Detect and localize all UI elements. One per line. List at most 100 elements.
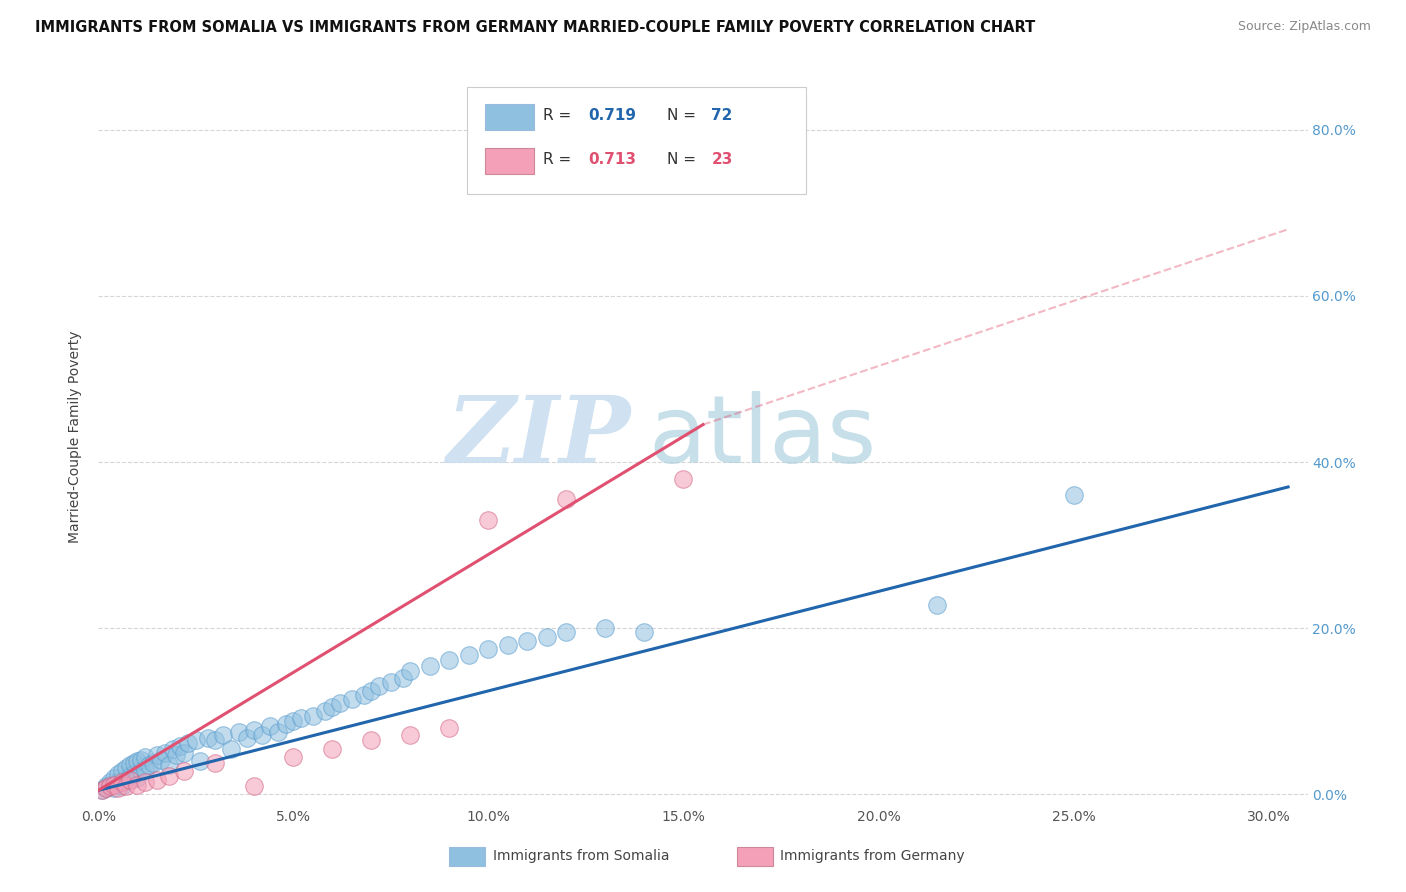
Point bbox=[368, 680, 391, 694]
Point bbox=[107, 775, 129, 789]
Point bbox=[98, 779, 121, 793]
Point bbox=[595, 621, 617, 635]
Point bbox=[252, 728, 274, 742]
Point bbox=[197, 731, 219, 745]
Bar bbox=[485, 148, 534, 175]
Point bbox=[98, 778, 121, 792]
Point bbox=[134, 775, 156, 789]
Point bbox=[103, 778, 125, 792]
Point bbox=[131, 753, 153, 767]
Point bbox=[107, 766, 129, 780]
Point bbox=[516, 633, 538, 648]
Point bbox=[162, 741, 184, 756]
Point bbox=[536, 630, 558, 644]
Point bbox=[96, 780, 118, 795]
Text: Immigrants from Somalia: Immigrants from Somalia bbox=[492, 849, 669, 863]
Point bbox=[103, 780, 125, 795]
Point bbox=[458, 648, 481, 662]
Point bbox=[204, 733, 226, 747]
Point bbox=[127, 754, 149, 768]
Text: 23: 23 bbox=[711, 153, 733, 168]
Point bbox=[131, 764, 153, 779]
Point bbox=[555, 625, 578, 640]
Point bbox=[321, 700, 343, 714]
Point bbox=[439, 653, 461, 667]
Point bbox=[114, 779, 136, 793]
Point bbox=[283, 714, 305, 729]
Text: IMMIGRANTS FROM SOMALIA VS IMMIGRANTS FROM GERMANY MARRIED-COUPLE FAMILY POVERTY: IMMIGRANTS FROM SOMALIA VS IMMIGRANTS FR… bbox=[35, 20, 1035, 35]
Point bbox=[138, 758, 160, 772]
Point bbox=[228, 725, 250, 739]
Text: Immigrants from Germany: Immigrants from Germany bbox=[780, 849, 965, 863]
Point bbox=[127, 778, 149, 792]
Point bbox=[184, 733, 207, 747]
Point bbox=[360, 683, 382, 698]
Point bbox=[122, 756, 145, 770]
Bar bbox=[449, 847, 485, 866]
Point bbox=[165, 747, 187, 762]
Point bbox=[107, 780, 129, 795]
Point bbox=[157, 758, 180, 772]
Bar bbox=[737, 847, 773, 866]
Point bbox=[321, 741, 343, 756]
Point bbox=[177, 736, 200, 750]
Point bbox=[477, 642, 499, 657]
Point bbox=[96, 779, 118, 793]
Text: N =: N = bbox=[666, 153, 700, 168]
Point bbox=[302, 708, 325, 723]
Point bbox=[1063, 488, 1085, 502]
Text: 0.719: 0.719 bbox=[588, 108, 636, 123]
Point bbox=[114, 772, 136, 787]
Point bbox=[134, 763, 156, 777]
Point bbox=[477, 513, 499, 527]
Text: N =: N = bbox=[666, 108, 700, 123]
Point bbox=[399, 728, 422, 742]
Point bbox=[204, 756, 226, 770]
FancyBboxPatch shape bbox=[467, 87, 806, 194]
Point bbox=[91, 783, 114, 797]
Point bbox=[399, 665, 422, 679]
Point bbox=[283, 750, 305, 764]
Text: R =: R = bbox=[543, 108, 576, 123]
Bar bbox=[485, 103, 534, 130]
Point bbox=[274, 716, 297, 731]
Point bbox=[169, 739, 191, 754]
Point bbox=[243, 723, 266, 737]
Point bbox=[142, 756, 165, 770]
Point bbox=[290, 711, 312, 725]
Point bbox=[314, 705, 336, 719]
Text: atlas: atlas bbox=[648, 391, 877, 483]
Text: R =: R = bbox=[543, 153, 576, 168]
Point bbox=[235, 731, 257, 745]
Point bbox=[925, 598, 948, 612]
Point bbox=[146, 747, 169, 762]
Point bbox=[672, 472, 695, 486]
Point bbox=[118, 758, 141, 772]
Text: 0.713: 0.713 bbox=[588, 153, 636, 168]
Point bbox=[212, 728, 235, 742]
Point bbox=[439, 721, 461, 735]
Point bbox=[496, 638, 519, 652]
Point bbox=[353, 688, 375, 702]
Text: Source: ZipAtlas.com: Source: ZipAtlas.com bbox=[1237, 20, 1371, 33]
Point bbox=[633, 625, 655, 640]
Point bbox=[267, 725, 290, 739]
Text: 72: 72 bbox=[711, 108, 733, 123]
Point bbox=[146, 772, 169, 787]
Point bbox=[111, 779, 134, 793]
Point bbox=[340, 692, 363, 706]
Point bbox=[419, 658, 441, 673]
Point bbox=[103, 771, 125, 785]
Text: ZIP: ZIP bbox=[446, 392, 630, 482]
Point bbox=[122, 766, 145, 780]
Point bbox=[173, 746, 195, 760]
Point bbox=[91, 783, 114, 797]
Point bbox=[243, 779, 266, 793]
Point bbox=[157, 769, 180, 783]
Point bbox=[188, 754, 211, 768]
Point bbox=[149, 753, 172, 767]
Point bbox=[555, 492, 578, 507]
Point bbox=[111, 764, 134, 779]
Point bbox=[153, 746, 176, 760]
Y-axis label: Married-Couple Family Poverty: Married-Couple Family Poverty bbox=[69, 331, 83, 543]
